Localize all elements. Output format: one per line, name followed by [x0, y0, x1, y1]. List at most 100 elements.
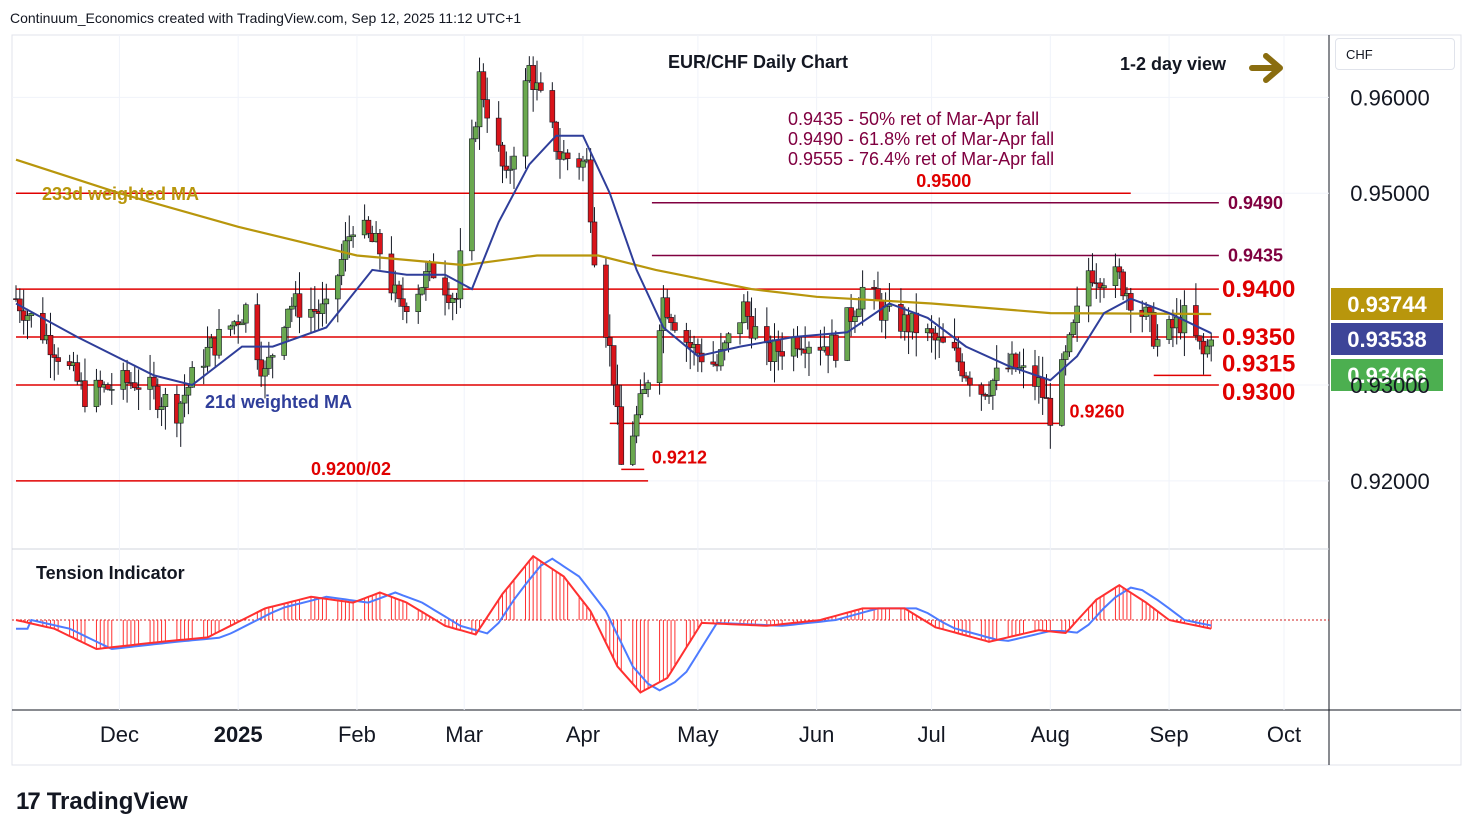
- candle-body: [74, 362, 81, 382]
- candle-body: [1166, 319, 1172, 340]
- candle: [177, 400, 184, 447]
- candle-body: [1154, 339, 1161, 347]
- support-resistance-levels: [16, 192, 1219, 482]
- candle-body: [296, 293, 303, 318]
- candle-body: [334, 275, 341, 300]
- candle: [1208, 332, 1215, 362]
- candle: [269, 353, 276, 379]
- candle: [66, 354, 73, 370]
- candle-body: [1097, 282, 1103, 289]
- candle: [1127, 287, 1134, 333]
- candle: [932, 326, 939, 360]
- candle-body: [1147, 306, 1153, 313]
- candle-body: [871, 286, 877, 289]
- price-badge-last: [1331, 359, 1443, 391]
- level-label: 0.9200/02: [311, 459, 391, 479]
- candle-body: [633, 414, 640, 437]
- level-label: 0.9260: [1069, 401, 1124, 421]
- candle-body: [606, 337, 613, 346]
- chart-credit: Continuum_Economics created with Trading…: [10, 10, 522, 26]
- candle-body: [258, 359, 264, 377]
- candle: [993, 345, 1000, 391]
- x-tick-label: Jul: [918, 722, 946, 747]
- currency-selector[interactable]: CHF: [1335, 38, 1455, 70]
- candle-body: [93, 379, 100, 407]
- candle-body: [932, 332, 939, 341]
- x-tick-label: Dec: [100, 722, 139, 747]
- candle: [955, 337, 962, 371]
- candle-body: [875, 288, 881, 302]
- candle: [530, 56, 536, 112]
- x-tick-label: Apr: [566, 722, 600, 747]
- candle-body: [587, 159, 594, 223]
- candle: [423, 260, 429, 301]
- candle: [1101, 278, 1107, 299]
- y-tick-label: 0.95000: [1350, 181, 1430, 206]
- level-label: 0.9400: [1222, 276, 1295, 303]
- candle-body: [993, 367, 1000, 381]
- candle: [882, 292, 889, 339]
- candle-body: [484, 99, 490, 119]
- candle-body: [1101, 285, 1107, 289]
- candle-body: [403, 306, 410, 312]
- candle-body: [82, 380, 88, 407]
- candle-body: [1120, 271, 1126, 297]
- candle-body: [549, 90, 556, 123]
- candle: [472, 121, 479, 143]
- candle-body: [806, 346, 812, 354]
- candle-body: [580, 160, 586, 168]
- retracement-annotation: 0.9490 - 61.8% ret of Mar-Apr fall: [788, 129, 1054, 149]
- candle-body: [189, 367, 196, 388]
- candle: [1085, 257, 1092, 323]
- candle: [469, 119, 475, 261]
- candle-body: [1112, 266, 1119, 286]
- candle-body: [752, 326, 759, 339]
- candle-body: [151, 376, 157, 387]
- oscillator-signal-line: [16, 557, 1212, 692]
- candle-body: [377, 233, 383, 255]
- candle-body: [135, 387, 142, 390]
- candle-body: [350, 234, 356, 237]
- candle: [319, 281, 326, 327]
- candle-body: [522, 80, 529, 157]
- candle: [940, 323, 946, 344]
- candle-body: [718, 349, 724, 367]
- candle: [1204, 339, 1211, 358]
- candle-body: [124, 370, 130, 383]
- candle-body: [51, 354, 58, 358]
- candle: [105, 382, 111, 391]
- candle-body: [346, 236, 353, 242]
- candle-body: [913, 312, 920, 334]
- candle: [1089, 253, 1096, 287]
- candle: [645, 379, 651, 398]
- candle: [978, 382, 985, 411]
- candle: [1116, 258, 1123, 279]
- candle: [1047, 382, 1054, 449]
- candle-body: [1066, 334, 1073, 353]
- ma233-line: [15, 158, 1212, 316]
- candle: [790, 328, 797, 372]
- candle: [522, 68, 529, 169]
- tradingview-logo[interactable]: 17 TradingView: [16, 788, 188, 816]
- candle: [1066, 332, 1073, 357]
- candle-body: [507, 168, 513, 171]
- candle-body: [695, 344, 701, 354]
- candle-body: [469, 138, 475, 252]
- candle: [20, 289, 27, 335]
- candle: [124, 359, 130, 403]
- candle-body: [200, 365, 207, 368]
- candle: [603, 257, 609, 348]
- candle-body: [1193, 305, 1199, 337]
- candle-body: [564, 152, 571, 159]
- candle: [135, 369, 142, 410]
- candle: [629, 421, 636, 466]
- ma21-line: [15, 134, 1212, 387]
- candle-body: [480, 71, 487, 100]
- candle-body: [764, 326, 770, 344]
- candle: [859, 270, 866, 326]
- candle-body: [308, 308, 314, 318]
- candle: [1154, 324, 1161, 357]
- candle: [1112, 253, 1119, 299]
- retracement-annotation: 0.9435 - 50% ret of Mar-Apr fall: [788, 109, 1039, 129]
